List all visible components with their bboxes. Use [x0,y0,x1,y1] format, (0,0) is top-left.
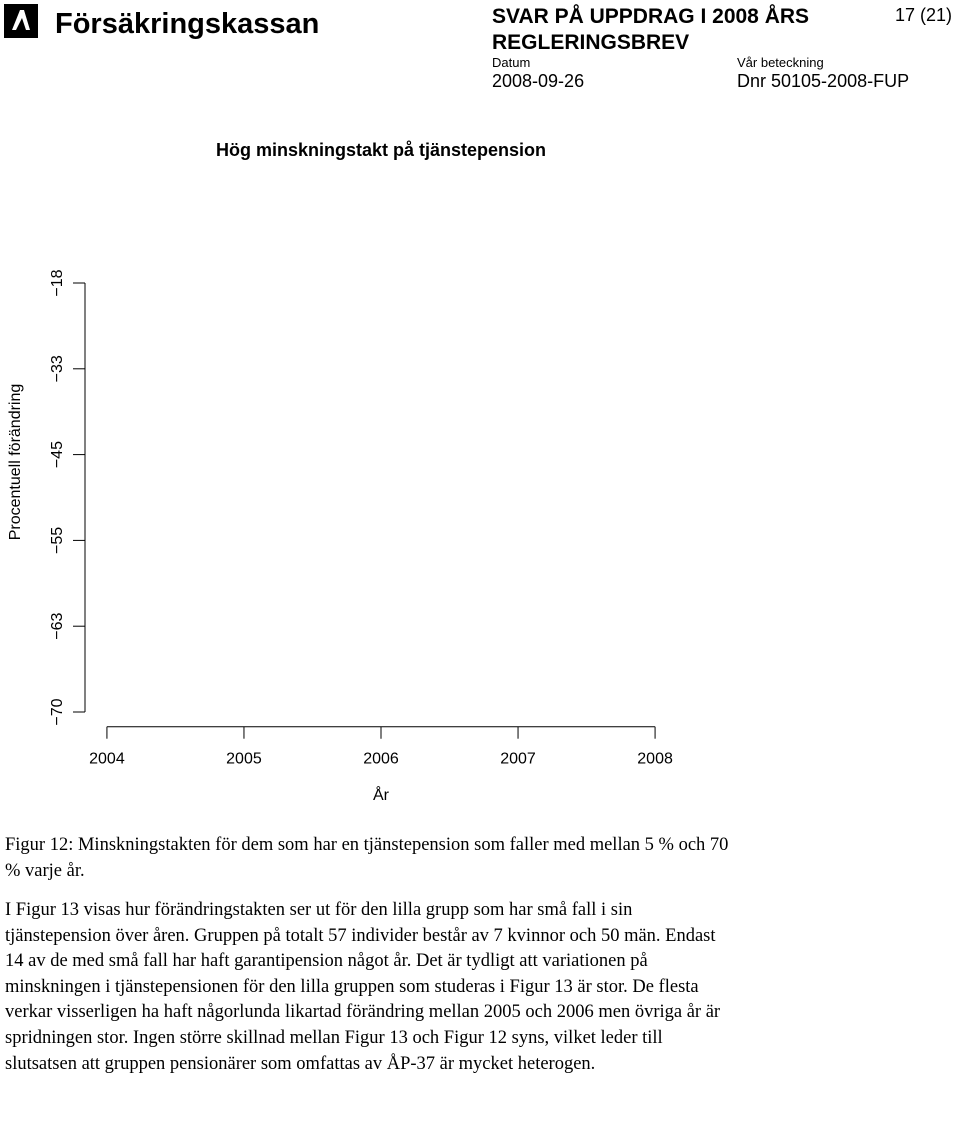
x-tick-label: 2005 [226,751,262,768]
caption: Figur 12: Minskningstakten för dem som h… [5,835,729,881]
x-tick-label: 2007 [500,751,536,768]
logo-mark [12,10,30,30]
doc-title: SVAR PÅ UPPDRAG I 2008 ÅRS [492,5,810,28]
chart: Hög minskningstakt på tjänstepension År … [4,4,673,804]
y-axis-label: Procentuell förändring [7,384,24,541]
x-axis-label: År [373,785,390,804]
x-tick-label: 2006 [363,751,399,768]
y-tick-label: −18 [49,269,66,296]
logo-text: Försäkringskassan [55,8,320,40]
chart-title: Hög minskningstakt på tjänstepension [216,140,546,160]
y-tick-label: −55 [49,527,66,554]
y-tick-label: −63 [49,613,66,640]
ref: Dnr 50105-2008-FUP [737,71,910,91]
ref-label: Vår beteckning [737,55,824,70]
y-tick-label: −70 [49,698,66,725]
doc-title: REGLERINGSBREV [492,31,690,54]
date-label: Datum [492,55,531,70]
y-tick-label: −33 [49,355,66,382]
logo-icon [4,4,38,38]
x-tick-label: 2008 [637,751,673,768]
y-tick-label: −45 [49,441,66,468]
page-number: 17 (21) [894,5,952,25]
body-text: I Figur 13 visas hur förändringstakten s… [5,900,721,1074]
date: 2008-09-26 [492,71,585,91]
x-tick-label: 2004 [89,751,125,768]
